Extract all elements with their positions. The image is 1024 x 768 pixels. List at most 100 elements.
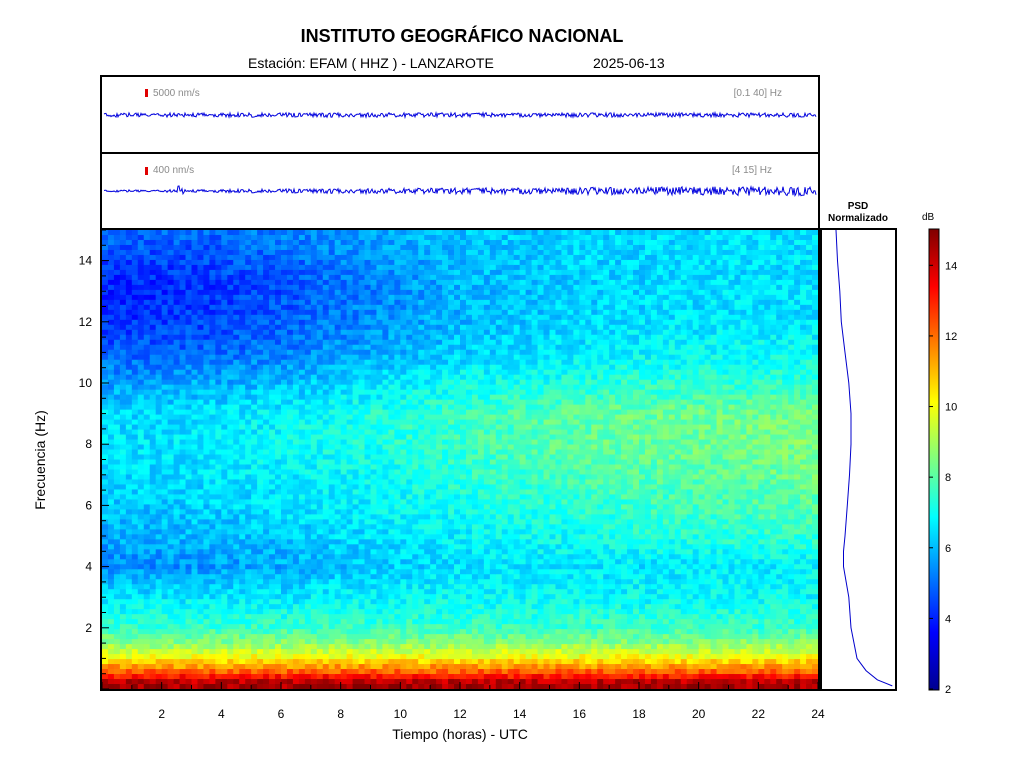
spectrogram-cell	[191, 644, 199, 650]
spectrogram-cell	[286, 329, 294, 336]
spectrogram-cell	[155, 444, 163, 451]
spectrogram-cell	[245, 519, 252, 525]
spectrogram-cell	[185, 444, 193, 451]
spectrogram-cell	[245, 454, 252, 461]
spectrogram-cell	[400, 399, 407, 406]
spectrogram-cell	[370, 389, 378, 396]
spectrogram-cell	[257, 509, 264, 515]
spectrogram-cell	[322, 474, 330, 481]
spectrogram-cell	[304, 469, 312, 476]
spectrogram-cell	[155, 259, 163, 266]
spectrogram-cell	[179, 309, 187, 316]
spectrogram-cell	[346, 669, 354, 675]
spectrogram-cell	[119, 374, 127, 381]
spectrogram-cell	[251, 494, 258, 501]
spectrogram-cell	[418, 634, 425, 640]
spectrogram-cell	[191, 319, 199, 326]
spectrogram-cell	[328, 639, 336, 645]
spectrogram-cell	[102, 519, 109, 525]
spectrogram-cell	[149, 534, 157, 540]
spectrogram-cell	[388, 434, 395, 441]
spectrogram-cell	[185, 424, 193, 431]
spectrogram-cell	[346, 254, 354, 261]
spectrogram-cell	[143, 399, 151, 406]
spectrogram-cell	[102, 254, 109, 261]
spectrogram-cell	[107, 574, 115, 580]
spectrogram-cell	[251, 624, 258, 630]
spectrogram-cell	[173, 259, 181, 266]
spectrogram-cell	[167, 494, 175, 501]
spectrogram-cell	[131, 549, 139, 555]
spectrogram-cell	[406, 334, 413, 341]
spectrogram-cell	[304, 354, 312, 361]
spectrogram-cell	[358, 414, 366, 421]
spectrogram-cell	[316, 414, 324, 421]
spectrogram-cell	[275, 344, 282, 351]
spectrogram-cell	[155, 414, 163, 421]
spectrogram-cell	[376, 349, 384, 356]
spectrogram-cell	[316, 584, 324, 590]
spectrogram-cell	[251, 339, 258, 346]
spectrogram-cell	[322, 674, 330, 680]
spectrogram-cell	[382, 514, 389, 520]
spectrogram-cell	[275, 599, 282, 605]
spectrogram-cell	[197, 674, 205, 680]
spectrogram-cell	[131, 629, 139, 635]
spectrogram-cell	[394, 624, 401, 630]
spectrogram-cell	[286, 454, 294, 461]
spectrogram-cell	[328, 629, 336, 635]
spectrogram-cell	[322, 589, 330, 595]
spectrogram-cell	[239, 629, 246, 635]
spectrogram-cell	[298, 364, 306, 371]
spectrogram-cell	[102, 684, 109, 690]
spectrogram-cell	[119, 569, 127, 575]
spectrogram-cell	[358, 424, 366, 431]
spectrogram-cell	[173, 589, 181, 595]
spectrogram-cell	[245, 574, 252, 580]
spectrogram-cell	[167, 664, 175, 670]
spectrogram-cell	[364, 519, 372, 525]
spectrogram-cell	[364, 499, 372, 505]
spectrogram-cell	[155, 404, 163, 411]
spectrogram-cell	[316, 484, 324, 491]
spectrogram-cell	[358, 234, 366, 241]
spectrogram-cell	[107, 634, 115, 640]
spectrogram-cell	[233, 494, 240, 501]
spectrogram-cell	[328, 449, 336, 456]
spectrogram-cell	[185, 499, 193, 505]
spectrogram-cell	[113, 399, 121, 406]
spectrogram-cell	[352, 459, 360, 466]
spectrogram-cell	[113, 629, 121, 635]
spectrogram-cell	[364, 284, 372, 291]
spectrogram-cell	[102, 244, 109, 251]
spectrogram-cell	[418, 539, 425, 545]
spectrogram-cell	[358, 339, 366, 346]
spectrogram-cell	[334, 559, 342, 565]
spectrogram-cell	[245, 559, 252, 565]
spectrogram-cell	[382, 454, 389, 461]
spectrogram-cell	[298, 629, 306, 635]
spectrogram-cell	[209, 479, 216, 486]
spectrogram-cell	[155, 274, 163, 281]
spectrogram-cell	[281, 554, 288, 560]
spectrogram-cell	[257, 339, 264, 346]
spectrogram-cell	[412, 374, 419, 381]
spectrogram-cell	[269, 479, 276, 486]
spectrogram-cell	[394, 414, 401, 421]
spectrogram-cell	[382, 594, 389, 600]
spectrogram-cell	[316, 654, 324, 660]
spectrogram-cell	[191, 414, 199, 421]
spectrogram-cell	[310, 559, 318, 565]
spectrogram-cell	[221, 554, 228, 560]
spectrogram-cell	[221, 474, 228, 481]
spectrogram-cell	[137, 414, 145, 421]
spectrogram-cell	[233, 609, 240, 615]
spectrogram-cell	[161, 659, 169, 665]
spectrogram-cell	[107, 349, 115, 356]
spectrogram-cell	[269, 519, 276, 525]
spectrogram-cell	[281, 409, 288, 416]
spectrogram-cell	[316, 439, 324, 446]
spectrogram-cell	[167, 239, 175, 246]
spectrogram-cell	[358, 259, 366, 266]
spectrogram-cell	[149, 574, 157, 580]
